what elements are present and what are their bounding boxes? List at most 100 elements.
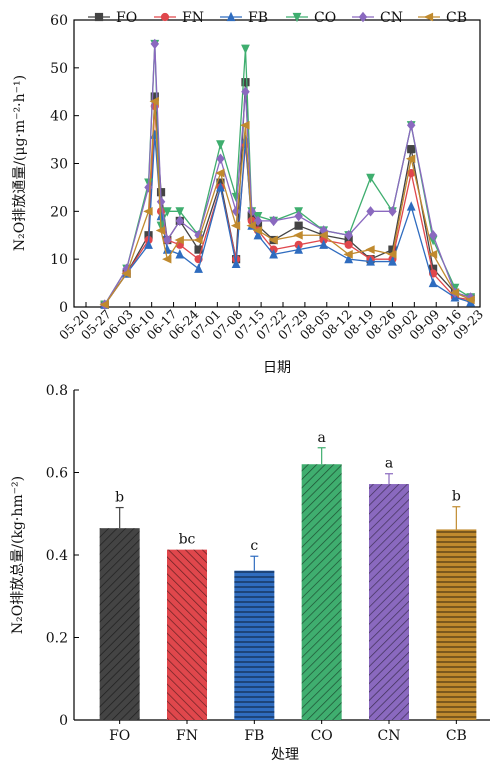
series-co xyxy=(100,39,476,310)
data-point-cb xyxy=(268,235,278,245)
line-y-tick-label: 60 xyxy=(50,13,68,29)
data-point-co xyxy=(366,173,375,184)
legend-marker-fb xyxy=(226,11,236,22)
data-point-fb xyxy=(406,201,416,211)
line-y-tick-label: 50 xyxy=(50,61,68,77)
data-point-cb xyxy=(405,154,416,164)
legend-label-fn: FN xyxy=(182,10,204,26)
data-point-cb xyxy=(449,288,460,298)
data-point-fb xyxy=(175,249,185,259)
data-point-fo xyxy=(294,221,303,230)
data-point-cb xyxy=(387,249,397,259)
bar-hatch-fo xyxy=(99,528,140,720)
bar-group-fb: c FB xyxy=(234,538,275,744)
bar-hatch-fn xyxy=(167,549,207,720)
series-cb xyxy=(99,96,475,309)
legend-label-cb: CB xyxy=(446,10,467,26)
significance-label-fo: b xyxy=(115,490,124,506)
data-point-cn xyxy=(163,234,172,246)
data-point-cb xyxy=(99,300,109,309)
bar-x-tick-label: FB xyxy=(244,728,264,744)
data-point-cn xyxy=(269,215,278,227)
line-legend: FO FN FB CO CN CB xyxy=(88,10,467,26)
data-point-cb xyxy=(252,226,263,235)
bar-chart: 0 0.2 0.4 0.6 0.8 b FO bc FN c FB a CO a CN b CB 处理 N₂O… xyxy=(10,383,490,763)
line-x-axis-title: 日期 xyxy=(263,360,291,376)
data-point-co xyxy=(175,207,185,217)
data-point-cb xyxy=(230,221,241,231)
bar-y-tick-label: 0.6 xyxy=(46,466,68,482)
data-point-fb xyxy=(269,249,279,259)
data-point-cb xyxy=(427,249,438,259)
data-point-cn xyxy=(253,215,263,227)
bar-group-fn: bc FN xyxy=(167,532,207,744)
data-point-cn xyxy=(156,196,166,207)
data-point-cn xyxy=(344,230,353,241)
data-point-fb xyxy=(253,229,263,240)
significance-label-co: a xyxy=(317,430,325,446)
legend-marker-fn xyxy=(160,12,170,22)
series-line-cb xyxy=(104,101,471,305)
data-point-cn xyxy=(388,206,397,217)
data-point-cb xyxy=(155,226,166,235)
legend-label-fb: FB xyxy=(248,10,268,26)
significance-label-cb: b xyxy=(452,489,461,505)
line-series-group xyxy=(99,38,476,310)
bar-x-tick-label: FN xyxy=(176,728,198,744)
data-point-cb xyxy=(162,254,172,264)
data-point-fb xyxy=(294,244,304,254)
legend-label-cn: CN xyxy=(380,10,403,26)
series-cn xyxy=(100,38,475,310)
legend-marker-co xyxy=(292,12,302,23)
data-point-fb xyxy=(231,258,241,269)
significance-label-fn: bc xyxy=(179,532,196,548)
line-y-tick-label: 30 xyxy=(50,157,68,173)
data-point-fb xyxy=(216,182,225,192)
significance-label-fb: c xyxy=(250,538,258,554)
bar-series-group: b FO bc FN c FB a CO a CN b CB xyxy=(99,430,477,744)
bar-x-axis-title: 处理 xyxy=(271,747,299,763)
data-point-fo xyxy=(407,145,416,154)
data-point-fb xyxy=(319,239,329,249)
data-point-co xyxy=(241,44,250,54)
line-y-tick-label: 0 xyxy=(59,300,68,316)
data-point-cb xyxy=(318,230,328,240)
line-chart: 0 10 20 30 40 50 60 05-2005-2706-0306-1006-170… xyxy=(12,10,486,376)
bar-y-axis: 0 0.2 0.4 0.6 0.8 xyxy=(46,383,79,729)
bar-hatch-cb xyxy=(436,529,477,720)
data-point-fn xyxy=(344,240,353,249)
bar-group-fo: b FO xyxy=(99,490,140,744)
data-point-cb xyxy=(465,295,475,305)
bar-y-tick-label: 0 xyxy=(59,713,68,729)
data-point-cb xyxy=(246,221,256,231)
data-point-fo xyxy=(241,78,250,87)
bar-y-tick-label: 0.4 xyxy=(46,548,68,564)
data-point-fb xyxy=(428,277,438,288)
line-x-axis: 05-2005-2706-0306-1006-1706-2407-0107-08… xyxy=(56,302,486,343)
significance-label-cn: a xyxy=(385,456,393,472)
bar-group-cb: b CB xyxy=(436,489,477,744)
data-point-cb xyxy=(365,245,375,254)
bar-group-cn: a CN xyxy=(369,456,409,744)
legend-marker-fo xyxy=(94,12,104,22)
legend-label-fo: FO xyxy=(116,10,137,26)
line-y-tick-label: 20 xyxy=(50,204,68,220)
data-point-cn xyxy=(175,215,185,227)
legend-label-co: CO xyxy=(314,10,336,26)
line-y-tick-label: 40 xyxy=(50,109,68,125)
data-point-cb xyxy=(174,235,184,245)
data-point-cn xyxy=(428,230,438,241)
data-point-cb xyxy=(121,269,131,278)
data-point-cb xyxy=(193,235,203,245)
line-y-axis-title: N₂O排放通量/(μg·m⁻²·h⁻¹) xyxy=(12,75,28,251)
data-point-co xyxy=(162,207,172,217)
bar-x-tick-label: CO xyxy=(311,728,333,744)
data-point-cb xyxy=(343,249,353,259)
bar-hatch-fb xyxy=(234,570,275,720)
data-point-cb xyxy=(215,168,225,178)
data-point-co xyxy=(216,140,225,150)
data-point-cn xyxy=(216,153,225,164)
bar-x-tick-label: FO xyxy=(109,728,130,744)
bar-hatch-co xyxy=(301,464,342,720)
